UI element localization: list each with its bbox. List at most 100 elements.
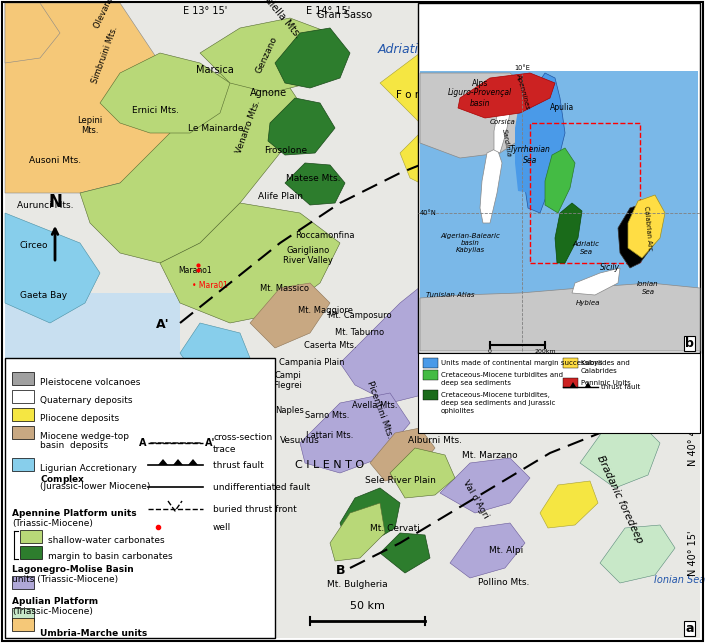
Bar xyxy=(563,378,578,388)
Text: 200km: 200km xyxy=(534,349,556,354)
Text: Lepini
Mts.: Lepini Mts. xyxy=(78,116,103,135)
Text: Calabrian Arc: Calabrian Arc xyxy=(643,205,653,251)
Polygon shape xyxy=(250,283,330,348)
Polygon shape xyxy=(560,283,665,378)
Text: 50 km: 50 km xyxy=(350,601,384,611)
Text: Gaeta Bay: Gaeta Bay xyxy=(20,291,67,300)
Text: Gran Sasso: Gran Sasso xyxy=(317,10,372,20)
Text: a: a xyxy=(685,622,694,635)
Text: A: A xyxy=(505,132,515,145)
Polygon shape xyxy=(555,203,582,263)
Bar xyxy=(12,458,34,471)
Text: Ligurian Accretionary: Ligurian Accretionary xyxy=(40,464,137,473)
Text: ophiolites: ophiolites xyxy=(441,408,475,414)
Text: Simbruini Mts.: Simbruini Mts. xyxy=(90,25,120,85)
Polygon shape xyxy=(180,323,250,378)
Polygon shape xyxy=(400,88,560,193)
Text: Sicily: Sicily xyxy=(600,264,620,273)
Text: Vesuvius: Vesuvius xyxy=(280,436,320,445)
Polygon shape xyxy=(100,53,230,133)
Polygon shape xyxy=(340,488,400,543)
Text: Mt. Maggiore: Mt. Maggiore xyxy=(298,306,352,315)
Text: Garigliano
River Valley: Garigliano River Valley xyxy=(283,246,333,265)
Bar xyxy=(12,408,34,421)
Bar xyxy=(12,390,34,403)
Text: 0: 0 xyxy=(488,349,492,354)
Polygon shape xyxy=(490,213,600,288)
Text: Penninic Units: Penninic Units xyxy=(581,380,631,386)
Text: F o r t o r e: F o r t o r e xyxy=(396,90,454,100)
Polygon shape xyxy=(525,73,565,213)
Bar xyxy=(418,3,700,353)
Text: Tyrrhenian Sea: Tyrrhenian Sea xyxy=(85,453,174,466)
Text: thrust fault: thrust fault xyxy=(601,384,640,390)
Bar xyxy=(12,372,34,385)
Text: Campi
Flegrei: Campi Flegrei xyxy=(274,370,302,390)
Text: Pollino Mts.: Pollino Mts. xyxy=(478,578,529,587)
Text: Marano1: Marano1 xyxy=(178,266,212,275)
Bar xyxy=(5,358,275,638)
Text: Roccamonfina: Roccamonfina xyxy=(295,231,355,240)
Text: Agnone: Agnone xyxy=(250,88,286,98)
Text: Apulian Platform: Apulian Platform xyxy=(12,597,98,606)
Polygon shape xyxy=(268,98,335,155)
Text: E 15° 15': E 15° 15' xyxy=(450,6,494,16)
Text: Genzano: Genzano xyxy=(255,35,279,75)
Text: E 13° 15': E 13° 15' xyxy=(183,6,227,16)
Text: Venafro Mts.: Venafro Mts. xyxy=(234,99,262,155)
Bar xyxy=(423,370,438,380)
Text: Sarno Mts.: Sarno Mts. xyxy=(305,411,349,420)
Polygon shape xyxy=(160,203,340,323)
Text: Quaternary deposits: Quaternary deposits xyxy=(40,396,133,405)
Polygon shape xyxy=(515,88,545,193)
Bar xyxy=(563,358,578,368)
Text: Apulia: Apulia xyxy=(550,104,575,113)
Polygon shape xyxy=(545,148,575,213)
Text: A': A' xyxy=(157,318,170,332)
Text: Capri
Island: Capri Island xyxy=(204,496,231,515)
Polygon shape xyxy=(458,73,555,118)
Text: units (Triassic-Miocene): units (Triassic-Miocene) xyxy=(12,575,118,584)
Polygon shape xyxy=(420,73,540,158)
Text: Ernici Mts.: Ernici Mts. xyxy=(132,106,178,115)
Text: Cretaceous-Miocene turbidites,: Cretaceous-Miocene turbidites, xyxy=(441,392,550,398)
Polygon shape xyxy=(585,382,591,387)
Text: Miocene wedge-top: Miocene wedge-top xyxy=(40,432,129,441)
Text: Olevano-Antrodoco Line: Olevano-Antrodoco Line xyxy=(92,0,144,30)
Polygon shape xyxy=(275,28,350,88)
Bar xyxy=(423,358,438,368)
Text: B: B xyxy=(336,563,345,577)
Polygon shape xyxy=(5,3,180,193)
Text: I r p i n i a: I r p i n i a xyxy=(472,265,528,275)
Text: cross-section: cross-section xyxy=(213,433,272,442)
Polygon shape xyxy=(158,459,168,465)
Text: Maiella Mts.: Maiella Mts. xyxy=(257,0,302,40)
Text: Ionian Sea: Ionian Sea xyxy=(654,575,705,585)
Text: buried thrust front: buried thrust front xyxy=(213,505,297,514)
Polygon shape xyxy=(628,195,665,258)
Polygon shape xyxy=(5,293,250,638)
Text: $\bf{Complex}$: $\bf{Complex}$ xyxy=(40,473,85,486)
Text: Kabylides and: Kabylides and xyxy=(581,360,630,366)
Polygon shape xyxy=(390,448,455,498)
Bar xyxy=(423,390,438,400)
Text: well: well xyxy=(213,523,231,532)
Polygon shape xyxy=(572,268,620,295)
Text: Mt. Camposuro: Mt. Camposuro xyxy=(329,311,392,320)
Text: Alburni Mts.: Alburni Mts. xyxy=(408,436,462,445)
Polygon shape xyxy=(173,459,183,465)
Text: Tunisian Atlas: Tunisian Atlas xyxy=(426,292,474,298)
Polygon shape xyxy=(540,358,615,415)
Text: Pliocene deposits: Pliocene deposits xyxy=(40,414,119,423)
Polygon shape xyxy=(494,103,510,153)
Polygon shape xyxy=(540,481,598,528)
Polygon shape xyxy=(450,523,525,578)
Bar xyxy=(5,388,255,638)
Text: Circeo: Circeo xyxy=(20,241,49,250)
Text: Liguro-Provençal
basin: Liguro-Provençal basin xyxy=(448,88,512,107)
Text: Adriatic Sea: Adriatic Sea xyxy=(377,43,453,56)
Text: Aurunci Mts.: Aurunci Mts. xyxy=(17,201,73,210)
Bar xyxy=(20,546,42,559)
Text: Alps: Alps xyxy=(472,78,488,87)
Text: Mt. Cervati: Mt. Cervati xyxy=(370,524,420,533)
